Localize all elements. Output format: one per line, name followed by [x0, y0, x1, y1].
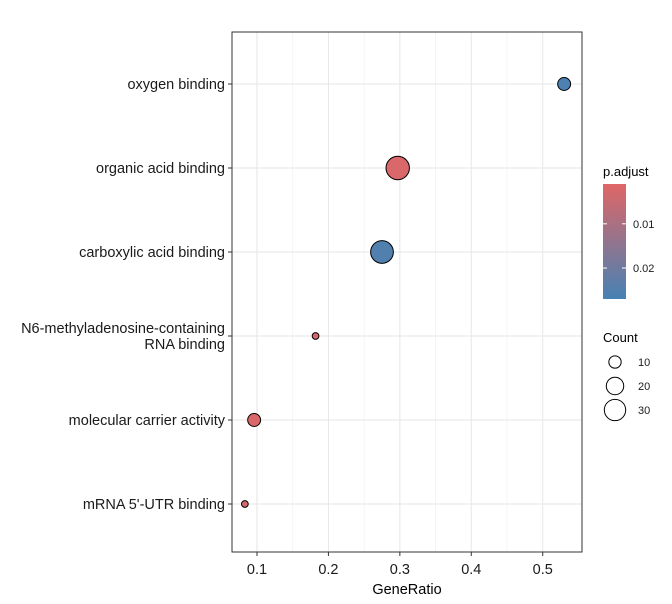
- x-tick-label: 0.1: [247, 562, 267, 578]
- x-tick-label: 0.4: [461, 562, 481, 578]
- y-tick-label: carboxylic acid binding: [79, 245, 225, 261]
- data-point: [370, 240, 394, 264]
- color-legend-label: 0.01: [633, 219, 654, 231]
- size-legend-title: Count: [603, 330, 638, 345]
- size-legend-circle: [603, 398, 627, 422]
- x-tick-label: 0.3: [390, 562, 410, 578]
- color-legend-label: 0.02: [633, 263, 654, 275]
- color-legend-title: p.adjust: [603, 164, 649, 179]
- size-legend-label: 10: [638, 357, 650, 369]
- y-tick-label: organic acid binding: [96, 161, 225, 177]
- y-tick-label: oxygen binding: [127, 77, 225, 93]
- size-legend-circle: [608, 355, 622, 369]
- y-tick-label: mRNA 5'-UTR binding: [83, 497, 225, 513]
- size-legend-circle: [605, 376, 625, 396]
- color-legend-bar: [603, 184, 626, 299]
- data-point: [311, 332, 320, 340]
- y-tick-label: N6-methyladenosine-containing RNA binding: [21, 321, 225, 353]
- data-point: [247, 413, 262, 427]
- data-point: [240, 500, 249, 508]
- size-legend-label: 20: [638, 381, 650, 393]
- x-tick-label: 0.2: [318, 562, 338, 578]
- data-point: [557, 77, 572, 91]
- x-axis-title: GeneRatio: [372, 582, 441, 598]
- data-point: [385, 155, 410, 181]
- size-legend-label: 30: [638, 405, 650, 417]
- y-tick-label: molecular carrier activity: [69, 413, 226, 429]
- x-tick-label: 0.5: [533, 562, 553, 578]
- plot-panel-border: [231, 31, 583, 553]
